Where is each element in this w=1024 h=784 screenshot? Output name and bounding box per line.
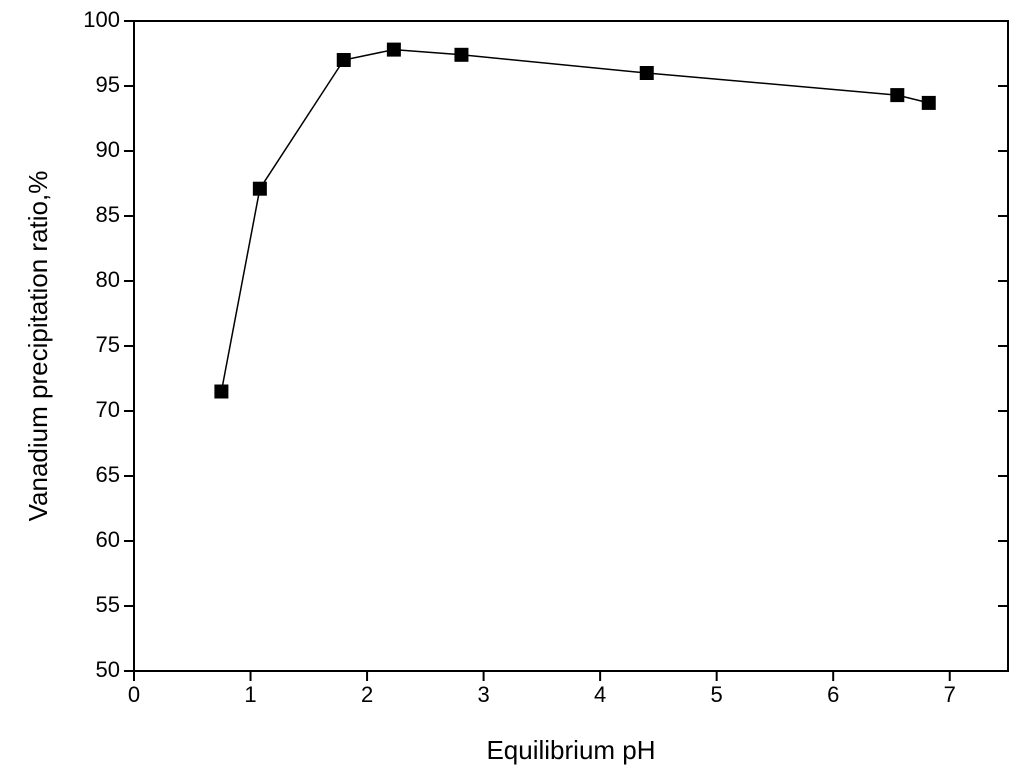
x-tick-label: 2 — [361, 682, 373, 707]
x-tick-label: 1 — [244, 682, 256, 707]
y-tick-label: 85 — [96, 202, 120, 227]
x-tick-label: 5 — [711, 682, 723, 707]
data-point — [890, 88, 905, 103]
y-tick-label: 100 — [83, 7, 120, 32]
data-point — [252, 181, 267, 196]
data-point — [386, 42, 401, 57]
data-point — [336, 53, 351, 67]
x-axis-title: Equilibrium pH — [486, 735, 655, 765]
y-tick-label: 70 — [96, 397, 120, 422]
data-point — [454, 47, 469, 62]
data-line — [220, 48, 929, 392]
y-tick-label: 55 — [96, 592, 120, 617]
y-axis-title: Vanadium precipitation ratio,% — [23, 171, 53, 522]
y-tick-label: 65 — [96, 462, 120, 487]
y-tick-label: 80 — [96, 267, 120, 292]
x-tick-label: 7 — [944, 682, 956, 707]
y-tick-label: 90 — [96, 137, 120, 162]
data-point — [639, 66, 654, 80]
x-tick-label: 0 — [128, 682, 140, 707]
x-tick-label: 3 — [477, 682, 489, 707]
y-tick-label: 95 — [96, 72, 120, 97]
y-tick-label: 50 — [96, 657, 120, 682]
y-tick-label: 60 — [96, 527, 120, 552]
x-tick-label: 6 — [827, 682, 839, 707]
data-point — [214, 384, 229, 399]
x-tick-label: 4 — [594, 682, 606, 707]
plot-frame — [133, 20, 1009, 672]
y-tick-label: 75 — [96, 332, 120, 357]
data-point — [921, 95, 936, 110]
